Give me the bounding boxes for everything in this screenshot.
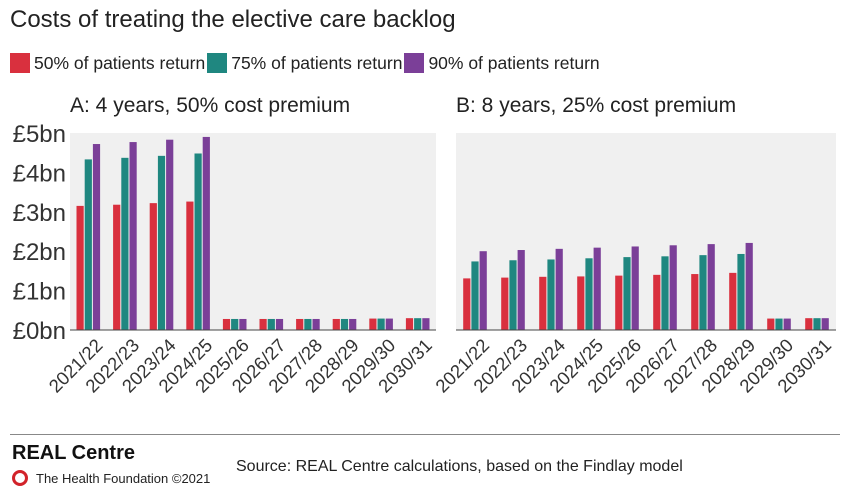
bar: [369, 318, 377, 330]
bar: [377, 318, 385, 330]
footer-divider: [10, 434, 840, 435]
chart-title: Costs of treating the elective care back…: [10, 6, 456, 33]
bar: [509, 260, 517, 330]
y-tick-label: £1bn: [13, 279, 66, 306]
legend-item-90: 90% of patients return: [404, 52, 600, 74]
bar: [186, 201, 194, 330]
bar: [349, 318, 357, 330]
legend-label-90: 90% of patients return: [428, 52, 600, 73]
bar: [479, 251, 487, 330]
bar: [783, 318, 791, 330]
bar: [92, 144, 101, 330]
bar: [121, 157, 129, 330]
foundation-logo-icon: [12, 470, 28, 486]
foundation-label: The Health Foundation ©2021: [36, 470, 211, 486]
brand-name: REAL Centre: [12, 442, 135, 464]
bar: [585, 258, 593, 330]
bar: [414, 318, 422, 330]
legend: 50% of patients return 75% of patients r…: [10, 52, 602, 74]
panel-b-title: B: 8 years, 25% cost premium: [456, 94, 736, 117]
bar: [84, 159, 92, 330]
bar: [157, 155, 166, 330]
bar: [463, 278, 471, 330]
bar: [113, 204, 121, 330]
bar: [775, 318, 783, 330]
bar: [422, 318, 430, 330]
y-tick-label: £2bn: [13, 239, 66, 266]
bar: [332, 318, 340, 330]
legend-swatch-90: [404, 53, 425, 73]
bar: [471, 261, 479, 330]
bar: [501, 277, 509, 330]
y-tick-label: £0bn: [13, 318, 66, 345]
bar: [539, 276, 547, 330]
bar: [767, 318, 775, 330]
bar: [385, 318, 393, 330]
y-tick-label: £4bn: [13, 160, 66, 187]
y-tick-label: £3bn: [13, 200, 66, 227]
bar: [577, 276, 585, 330]
legend-item-75: 75% of patients return: [207, 53, 402, 74]
bar: [129, 142, 137, 330]
bar: [166, 139, 174, 330]
bar: [76, 205, 84, 330]
bar: [517, 250, 525, 330]
bar: [405, 318, 414, 330]
legend-label-50: 50% of patients return: [34, 52, 206, 73]
bar: [653, 274, 661, 330]
legend-swatch-75: [207, 53, 228, 73]
bar: [813, 318, 821, 330]
bar: [202, 136, 210, 330]
bar: [691, 274, 699, 330]
bar: [593, 247, 601, 330]
bar: [707, 244, 715, 330]
bar: [661, 256, 669, 330]
bar: [259, 318, 267, 330]
bar: [231, 318, 239, 330]
bar: [805, 318, 813, 330]
bar: [275, 318, 284, 330]
bar: [340, 318, 349, 330]
bar: [194, 153, 202, 330]
bar: [267, 318, 275, 330]
bar: [222, 318, 231, 330]
bar: [737, 253, 745, 330]
bar: [729, 272, 737, 330]
bar: [547, 259, 555, 330]
y-tick-label: £5bn: [13, 121, 66, 148]
bar: [304, 318, 312, 330]
bar: [296, 318, 304, 330]
bar: [669, 245, 677, 330]
bar: [623, 257, 631, 330]
foundation-credit: The Health Foundation ©2021: [12, 470, 210, 486]
panel-a-title: A: 4 years, 50% cost premium: [70, 94, 350, 117]
legend-item-50: 50% of patients return: [10, 53, 205, 74]
legend-label-75: 75% of patients return: [231, 52, 403, 73]
bar: [555, 248, 563, 330]
bar: [149, 203, 157, 330]
bar: [312, 318, 320, 330]
bar-chart: A: 4 years, 50% cost premium £0bn £1bn £2bn…: [13, 94, 836, 397]
bar: [239, 318, 247, 330]
bar: [745, 242, 753, 330]
source-note: Source: REAL Centre calculations, based …: [236, 458, 683, 475]
bar: [699, 255, 707, 330]
bar: [615, 275, 623, 330]
legend-swatch-50: [10, 53, 30, 73]
bar: [631, 246, 639, 330]
bar: [821, 318, 829, 330]
